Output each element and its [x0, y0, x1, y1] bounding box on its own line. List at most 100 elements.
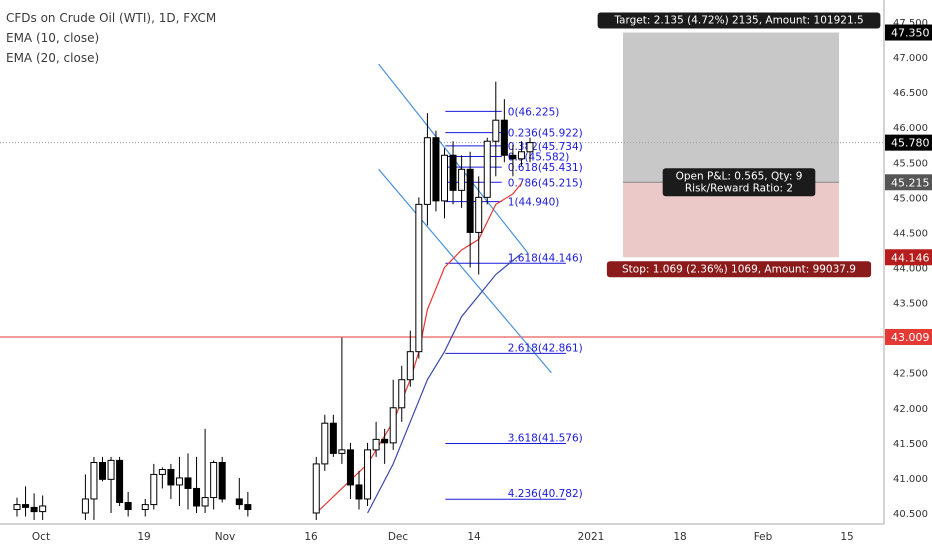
y-tick-label: 42.500: [893, 369, 928, 380]
price-tag: 45.215: [885, 174, 932, 191]
candle-body: [466, 168, 474, 233]
candle-body: [483, 140, 491, 198]
candle: [99, 456, 106, 482]
candle-body: [90, 461, 98, 500]
target-label-bg: [597, 12, 881, 29]
candle-body: [449, 154, 457, 191]
y-tick-label: 46.500: [893, 88, 928, 99]
candle: [475, 176, 483, 275]
y-tick-label: 42.000: [893, 404, 928, 415]
candle-body: [107, 459, 115, 480]
y-tick-label: 47.000: [893, 53, 928, 64]
candle-body: [364, 449, 372, 500]
price-tag-text: 47.350: [891, 27, 930, 40]
price-tag-text: 44.146: [891, 251, 930, 264]
candle-body: [372, 438, 380, 451]
price-tag-text: 43.009: [891, 331, 930, 344]
candle: [389, 379, 397, 450]
candle-body: [13, 504, 21, 510]
candle-body: [415, 203, 423, 353]
candle: [81, 474, 89, 521]
candle-body: [432, 137, 440, 202]
candle-body: [406, 351, 414, 381]
price-tag: 43.009: [885, 329, 932, 346]
candle: [398, 365, 406, 422]
price-tag-bg: [885, 249, 932, 266]
candle: [167, 463, 175, 499]
position-info-text: Risk/Reward Ratio: 2: [685, 182, 793, 194]
candle: [381, 428, 389, 464]
candle-body: [500, 119, 508, 156]
y-tick-label: 43.500: [893, 299, 928, 310]
candle-body: [441, 154, 448, 202]
candle: [13, 497, 21, 517]
candle: [193, 456, 201, 513]
candle: [201, 428, 209, 513]
candle-body: [116, 459, 124, 503]
candle: [218, 456, 226, 503]
candle: [175, 456, 183, 506]
candle: [509, 144, 517, 177]
x-tick-label: Dec: [388, 531, 409, 543]
candle: [415, 197, 423, 359]
x-tick-label: 14: [467, 531, 481, 543]
candle: [517, 141, 525, 166]
price-tag: 47.350: [885, 24, 932, 41]
candle-body: [81, 498, 89, 514]
price-tag-bg: [885, 24, 932, 41]
candle: [483, 137, 491, 205]
stop-label-text: Stop: 1.069 (2.36%) 1069, Amount: 99037.…: [622, 263, 856, 275]
candle-body: [158, 469, 166, 475]
y-tick-label: 44.000: [893, 264, 928, 275]
candle-body: [218, 461, 226, 500]
candle: [329, 414, 337, 457]
candle: [107, 456, 115, 513]
candle: [432, 130, 440, 212]
fib-level-label: 4.236(40.782): [508, 488, 583, 500]
stop-label: Stop: 1.069 (2.36%) 1069, Amount: 99037.…: [606, 261, 872, 278]
price-tag-text: 45.215: [891, 176, 930, 189]
candle-body: [244, 504, 252, 510]
candle: [30, 493, 38, 521]
candle: [355, 470, 363, 510]
candle-body: [398, 379, 406, 409]
candle-body: [210, 461, 218, 499]
x-tick-label: Oct: [32, 531, 50, 543]
fib-level-label: 0(46.225): [508, 106, 560, 118]
candle: [526, 137, 534, 163]
candle: [141, 498, 149, 517]
candle-body: [321, 422, 329, 465]
channel-lower-line: [378, 168, 552, 374]
candle-body: [141, 504, 149, 510]
candle-body: [346, 449, 354, 486]
candle-body: [517, 151, 525, 160]
candle: [449, 141, 457, 205]
price-tag-bg: [885, 329, 932, 346]
candle-body: [423, 137, 431, 205]
candle: [124, 491, 132, 517]
ema-20-legend: EMA (20, close): [6, 51, 100, 65]
candle: [90, 456, 98, 521]
candle: [492, 81, 500, 177]
candle: [458, 155, 466, 208]
y-tick-label: 47.500: [893, 18, 928, 29]
fib-level-label: 0.786(45.215): [508, 177, 583, 189]
y-tick-label: 40.500: [893, 509, 928, 520]
candle-body: [39, 505, 47, 513]
candle-body: [389, 407, 397, 444]
candle-body: [381, 438, 389, 444]
candle-body: [492, 119, 500, 142]
x-tick-label: 15: [840, 531, 853, 543]
candle: [406, 330, 414, 387]
x-tick-label: 18: [673, 531, 686, 543]
price-tag: 44.146: [885, 249, 932, 266]
target-label: Target: 2.135 (4.72%) 2135, Amount: 1019…: [597, 12, 881, 29]
candle: [158, 467, 166, 489]
candle: [312, 456, 320, 521]
candle-body: [124, 501, 132, 510]
price-tag-text: 45.780: [891, 137, 930, 150]
candle-body: [355, 484, 363, 500]
candle-body: [150, 473, 158, 506]
